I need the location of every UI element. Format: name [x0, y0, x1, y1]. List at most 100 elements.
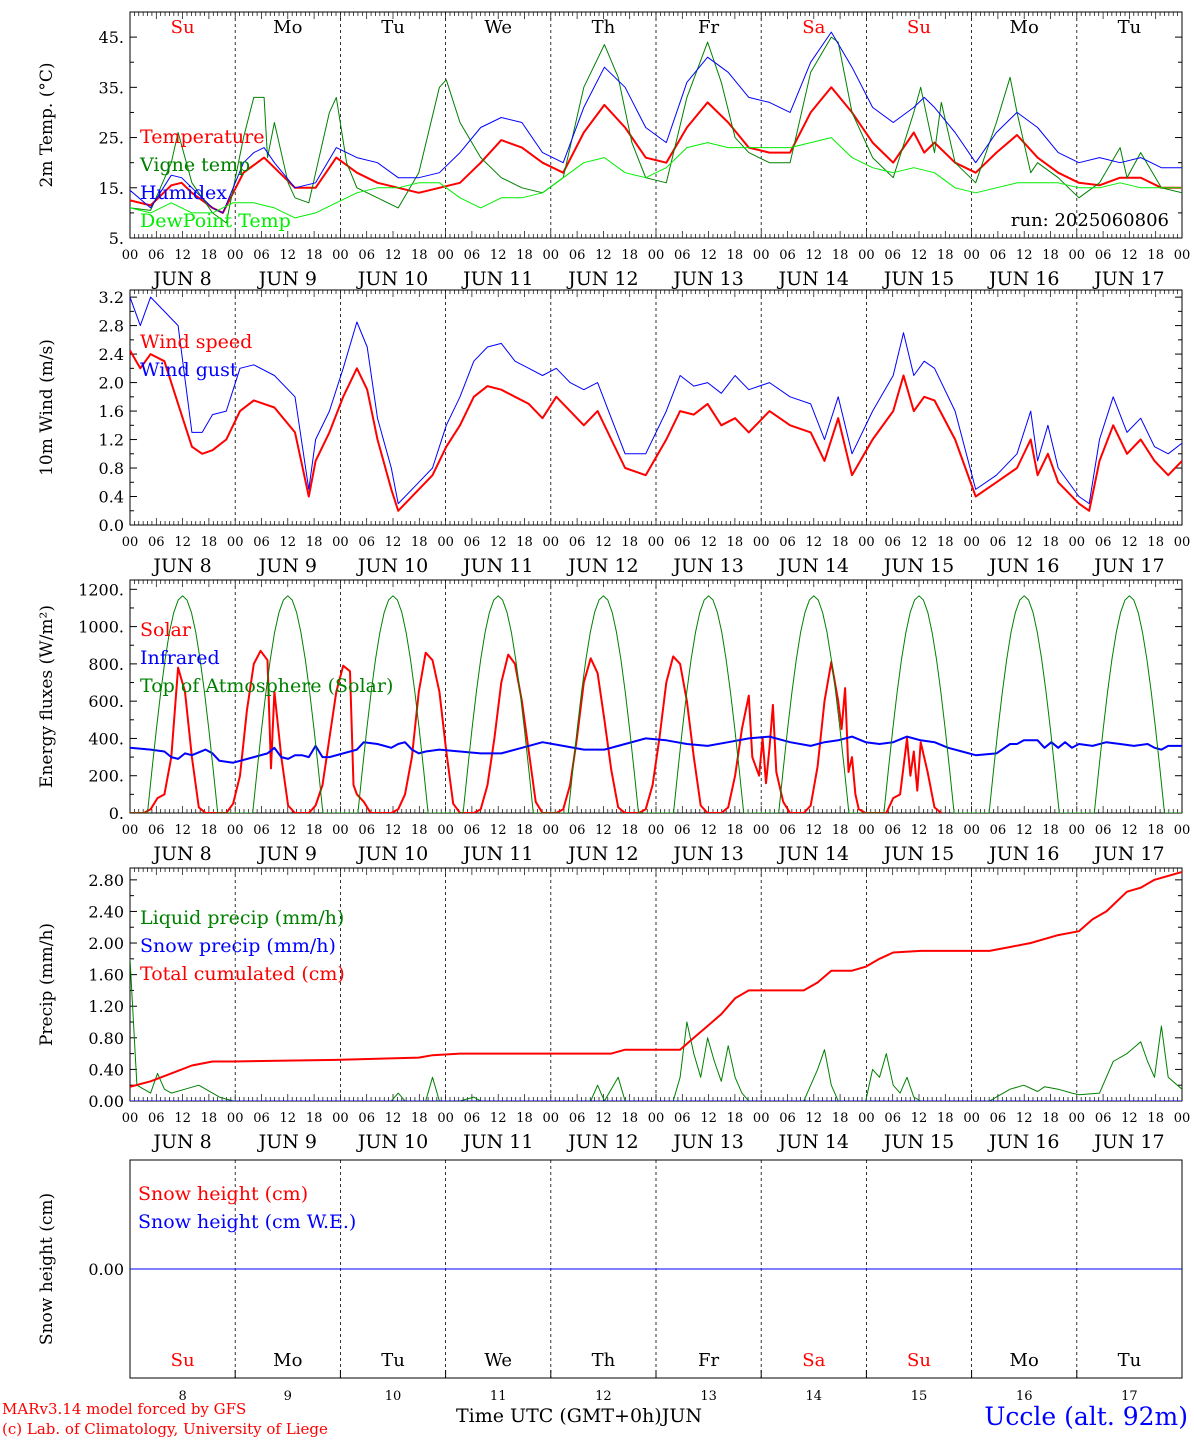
- hour-label: 18: [937, 1111, 954, 1126]
- date-label: JUN 15: [882, 1131, 954, 1153]
- time-axis-month: JUN: [661, 1405, 702, 1427]
- date-label: JUN 11: [461, 1131, 533, 1153]
- hour-label: 00: [227, 248, 244, 263]
- hour-label: 06: [990, 248, 1007, 263]
- hour-label: 00: [648, 823, 665, 838]
- y-axis-label: 2m Temp. (°C): [37, 62, 57, 187]
- hour-label: 00: [753, 1111, 770, 1126]
- hour-label: 18: [727, 823, 744, 838]
- hour-label: 00: [122, 823, 139, 838]
- hour-label: 00: [963, 535, 980, 550]
- hour-label: 12: [1121, 823, 1138, 838]
- date-label: JUN 13: [671, 843, 743, 865]
- hour-label: 18: [411, 535, 428, 550]
- hour-label: 06: [253, 248, 270, 263]
- hour-label: 12: [700, 535, 717, 550]
- date-label: JUN 8: [151, 1131, 211, 1153]
- weekday-label: Mo: [273, 17, 302, 38]
- panel-precip: 0.00 0.40 0.80 1.20 1.60 2.00 2.40 2.80 Precip (…: [37, 867, 1190, 1153]
- hour-label: 12: [174, 535, 191, 550]
- y-tick-label: 2.00: [88, 934, 124, 953]
- time-axis-label: Time UTC (GMT+0h): [456, 1405, 662, 1427]
- hour-label: 00: [753, 823, 770, 838]
- date-label: JUN 9: [257, 1131, 317, 1153]
- model-credit: MARv3.14 model forced by GFS: [2, 1400, 247, 1418]
- y-tick-label: 2.40: [88, 902, 124, 921]
- panel-temperature: 5. 15. 25. 35. 45. 2m Temp. (°C) Su Mo Tu We Th Fr S…: [37, 11, 1191, 290]
- hour-label: 00: [437, 248, 454, 263]
- date-label: JUN 9: [257, 268, 317, 290]
- y-tick-label: 2.4: [99, 345, 124, 364]
- y-tick-label: 45.: [99, 28, 124, 47]
- hour-label: 18: [516, 1111, 533, 1126]
- y-tick-label: 25.: [99, 129, 124, 148]
- panel-snow: 0.00 Snow height (cm) Su Mo Tu We Th Fr Sa Su Mo Tu…: [37, 1159, 1183, 1404]
- hour-label: 00: [1069, 248, 1086, 263]
- weekday-label: Th: [592, 17, 616, 38]
- hour-label: 12: [911, 535, 928, 550]
- hour-label: 12: [385, 823, 402, 838]
- hour-label: 06: [674, 248, 691, 263]
- date-label: JUN 11: [461, 555, 533, 577]
- hour-label: 12: [280, 535, 297, 550]
- time-axis-title: Time UTC (GMT+0h)JUN: [456, 1405, 702, 1427]
- hour-label: 18: [516, 823, 533, 838]
- hour-label: 00: [227, 823, 244, 838]
- legend-entry: Total cumulated (cm): [140, 963, 345, 985]
- date-label: JUN 17: [1092, 1131, 1164, 1153]
- date-label: JUN 14: [777, 843, 849, 865]
- hour-label: 12: [1016, 823, 1033, 838]
- hour-label: 12: [806, 248, 823, 263]
- y-tick-label: 1.6: [99, 402, 124, 421]
- hour-label: 00: [543, 535, 560, 550]
- hour-label: 18: [832, 1111, 849, 1126]
- hour-label: 12: [280, 823, 297, 838]
- hour-label: 00: [858, 823, 875, 838]
- day-number-label: 17: [1121, 1389, 1138, 1404]
- y-tick-label: 1.60: [88, 966, 124, 985]
- hour-label: 00: [1174, 248, 1191, 263]
- date-label: JUN 13: [671, 555, 743, 577]
- hour-label: 12: [1016, 1111, 1033, 1126]
- legend-entry: Liquid precip (mm/h): [140, 907, 344, 929]
- hour-label: 00: [437, 823, 454, 838]
- weekday-label: Sa: [802, 1350, 825, 1371]
- hour-label: 00: [122, 1111, 139, 1126]
- hour-label: 18: [937, 535, 954, 550]
- hour-label: 06: [253, 1111, 270, 1126]
- hour-label: 18: [306, 248, 323, 263]
- day-number-label: 16: [1016, 1389, 1033, 1404]
- hour-label: 18: [832, 823, 849, 838]
- date-label: JUN 9: [257, 843, 317, 865]
- weekday-label: Tu: [381, 17, 405, 38]
- hour-label: 00: [648, 1111, 665, 1126]
- hour-label: 00: [648, 248, 665, 263]
- series-wind-gust-line: [130, 296, 1182, 505]
- y-tick-label: 800.: [88, 655, 124, 674]
- series-liquid-precip-mm-h--line: [130, 958, 1182, 1101]
- hour-label: 12: [1121, 535, 1138, 550]
- hour-label: 12: [385, 248, 402, 263]
- hour-label: 12: [174, 1111, 191, 1126]
- hour-label: 12: [1016, 535, 1033, 550]
- date-label: JUN 14: [777, 555, 849, 577]
- hour-label: 06: [1095, 1111, 1112, 1126]
- hour-label: 06: [1095, 248, 1112, 263]
- hour-label: 18: [621, 1111, 638, 1126]
- run-label: run: 2025060806: [1011, 210, 1169, 231]
- y-tick-label: 2.8: [99, 317, 124, 336]
- weekday-label: Tu: [1118, 1350, 1142, 1371]
- y-tick-label: 2.0: [99, 374, 124, 393]
- hour-label: 00: [1174, 823, 1191, 838]
- hour-label: 06: [779, 248, 796, 263]
- y-tick-label: 600.: [88, 692, 124, 711]
- hour-label: 06: [569, 1111, 586, 1126]
- hour-label: 18: [306, 1111, 323, 1126]
- weekday-label: Fr: [698, 1350, 719, 1371]
- hour-label: 06: [674, 1111, 691, 1126]
- hour-label: 00: [753, 535, 770, 550]
- date-label: JUN 17: [1092, 843, 1164, 865]
- hour-label: 06: [569, 823, 586, 838]
- hour-label: 18: [832, 248, 849, 263]
